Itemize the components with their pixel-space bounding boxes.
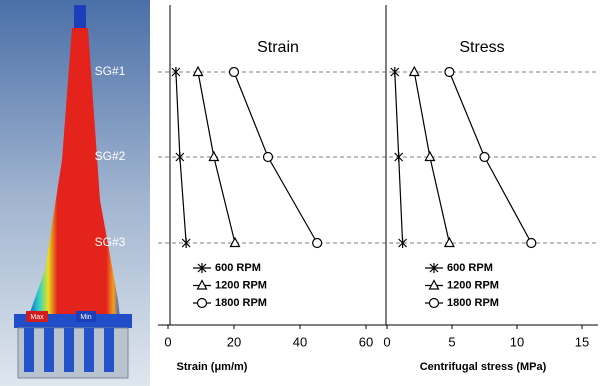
x-tick-label: 15 xyxy=(575,334,589,349)
legend-marker xyxy=(198,281,207,290)
legend-label: 1800 RPM xyxy=(447,297,499,309)
x-axis-label: Centrifugal stress (MPa) xyxy=(420,361,547,373)
marker xyxy=(263,153,272,162)
point xyxy=(230,68,239,77)
point xyxy=(313,239,322,248)
marker xyxy=(480,153,489,162)
legend-label: 1200 RPM xyxy=(215,279,267,291)
legend-marker xyxy=(198,299,207,308)
point xyxy=(410,67,419,76)
series-line xyxy=(234,72,317,243)
point xyxy=(527,239,536,248)
point xyxy=(425,152,434,161)
marker xyxy=(445,238,454,247)
point xyxy=(445,68,454,77)
legend-label: 1800 RPM xyxy=(215,297,267,309)
marker xyxy=(194,67,203,76)
figure: Max Min Strain Stress SG#1 SG#2 SG#3 0 20 40 6… xyxy=(0,0,600,386)
page: {"image": {"max_label": "Max", "min_labe… xyxy=(0,0,600,386)
category-label: SG#3 xyxy=(95,235,126,249)
x-tick-label: 0 xyxy=(383,334,390,349)
point xyxy=(194,67,203,76)
marker xyxy=(230,68,239,77)
point xyxy=(263,153,272,162)
marker xyxy=(410,67,419,76)
x-axis-label: Strain (μm/m) xyxy=(177,361,248,373)
x-tick-label: 10 xyxy=(510,334,524,349)
legend-label: 600 RPM xyxy=(215,262,261,274)
marker xyxy=(198,299,207,308)
x-tick-label: 20 xyxy=(227,334,241,349)
point xyxy=(209,152,218,161)
marker xyxy=(527,239,536,248)
blade-image: Max Min xyxy=(0,0,150,386)
marker xyxy=(209,152,218,161)
category-label: SG#1 xyxy=(95,64,126,78)
point xyxy=(445,238,454,247)
legend-marker xyxy=(430,281,439,290)
blade-tip xyxy=(74,5,86,30)
chart-title: Stress xyxy=(459,39,504,56)
x-tick-label: 5 xyxy=(448,334,455,349)
marker xyxy=(430,281,439,290)
category-label: SG#2 xyxy=(95,149,126,163)
marker xyxy=(198,281,207,290)
marker xyxy=(395,152,403,162)
marker xyxy=(425,152,434,161)
x-tick-label: 40 xyxy=(293,334,307,349)
marker xyxy=(445,68,454,77)
x-tick-label: 60 xyxy=(359,334,373,349)
marker xyxy=(313,239,322,248)
point xyxy=(395,152,403,162)
legend-marker xyxy=(430,299,439,308)
series-line xyxy=(449,72,531,243)
point xyxy=(480,153,489,162)
legend-label: 1200 RPM xyxy=(447,279,499,291)
marker xyxy=(230,238,239,247)
x-tick-label: 0 xyxy=(164,334,171,349)
point xyxy=(230,238,239,247)
marker xyxy=(430,299,439,308)
chart-title: Strain xyxy=(257,39,299,56)
legend-label: 600 RPM xyxy=(447,262,493,274)
min-label: Min xyxy=(80,314,91,321)
max-label: Max xyxy=(30,314,44,321)
